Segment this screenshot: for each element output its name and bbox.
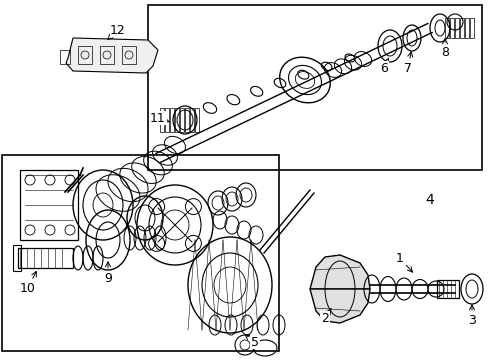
- Bar: [164, 108, 169, 132]
- Bar: [180, 108, 183, 132]
- Bar: [454, 18, 458, 38]
- Text: 8: 8: [440, 39, 448, 59]
- Bar: [13, 245, 21, 271]
- Text: 10: 10: [20, 271, 36, 294]
- Bar: [2, 155, 279, 351]
- Text: 7: 7: [403, 52, 412, 75]
- Bar: [160, 108, 163, 132]
- Polygon shape: [309, 289, 369, 323]
- Bar: [78, 46, 92, 64]
- Bar: [100, 46, 114, 64]
- Polygon shape: [66, 38, 158, 73]
- Bar: [190, 108, 194, 132]
- Text: 2: 2: [321, 309, 330, 324]
- Text: 6: 6: [379, 58, 388, 75]
- Bar: [464, 18, 468, 38]
- Text: 4: 4: [425, 193, 433, 207]
- Bar: [175, 108, 179, 132]
- Bar: [148, 5, 481, 170]
- Bar: [436, 280, 458, 298]
- Bar: [444, 18, 448, 38]
- Text: 1: 1: [395, 252, 411, 272]
- Text: 9: 9: [104, 262, 112, 284]
- Bar: [122, 46, 136, 64]
- Bar: [18, 248, 73, 268]
- Bar: [184, 108, 189, 132]
- Text: 3: 3: [467, 305, 475, 327]
- Bar: [469, 18, 473, 38]
- Polygon shape: [309, 255, 369, 289]
- Text: 5: 5: [244, 334, 259, 348]
- Bar: [459, 18, 463, 38]
- Text: 11: 11: [150, 112, 169, 125]
- Bar: [449, 18, 453, 38]
- Bar: [60, 50, 70, 64]
- Text: 12: 12: [107, 23, 125, 40]
- Bar: [170, 108, 174, 132]
- Bar: [195, 108, 199, 132]
- Bar: [20, 170, 78, 240]
